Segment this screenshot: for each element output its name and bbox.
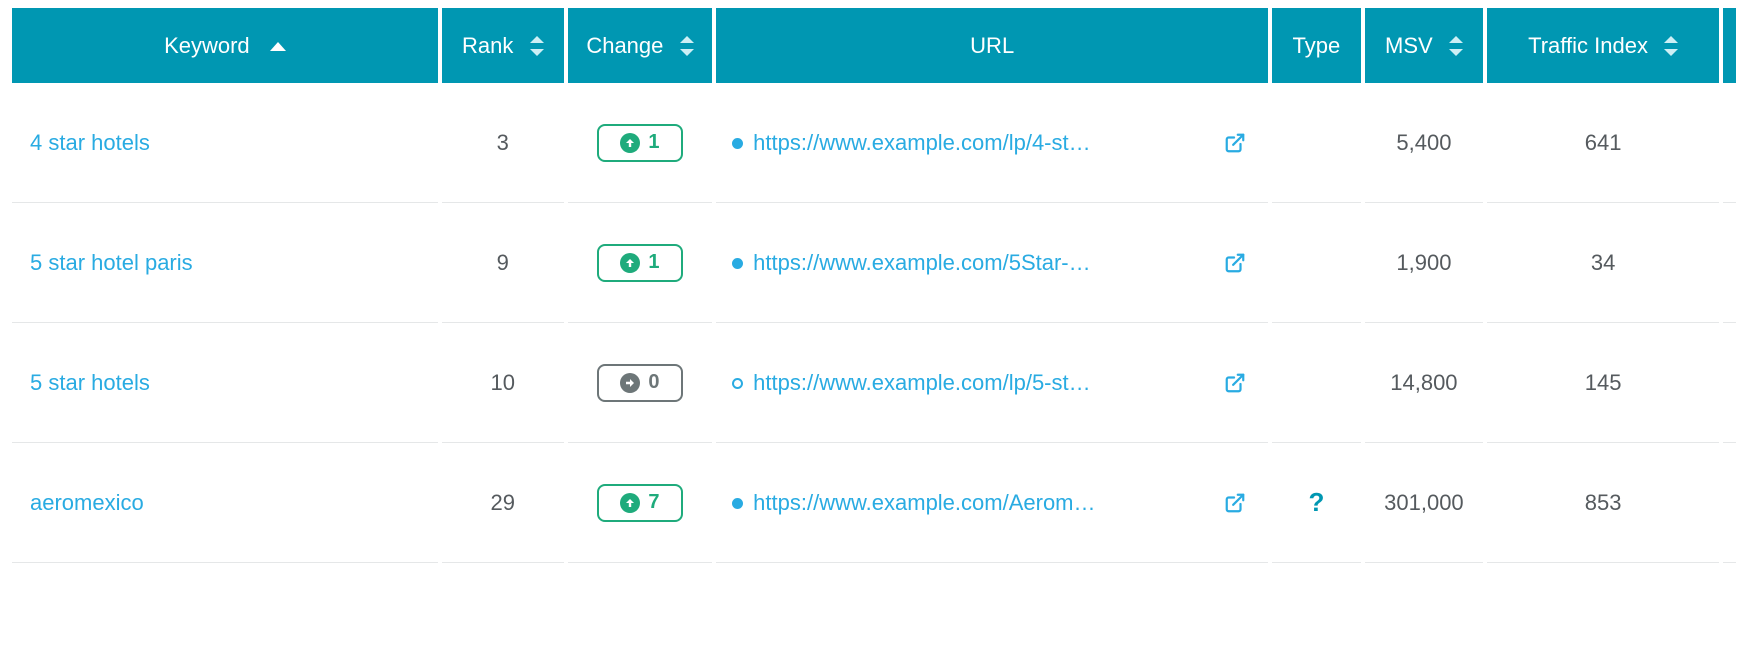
col-header-traffic[interactable]: Traffic Index	[1487, 8, 1719, 83]
col-label: Change	[586, 33, 663, 59]
sort-asc-icon	[270, 42, 286, 51]
cell-type	[1272, 203, 1360, 323]
col-header-type[interactable]: Type	[1272, 8, 1360, 83]
col-header-msv[interactable]: MSV	[1365, 8, 1484, 83]
url-bullet-icon	[732, 498, 743, 509]
external-link-icon[interactable]	[1224, 492, 1246, 514]
external-link-icon[interactable]	[1224, 372, 1246, 394]
cell-change: 1	[568, 83, 712, 203]
cell-url: https://www.example.com/lp/5-st…	[716, 323, 1268, 443]
cell-msv: 14,800	[1365, 323, 1484, 443]
cell-url: https://www.example.com/5Star-…	[716, 203, 1268, 323]
sort-icon	[1664, 38, 1678, 54]
cell-traffic: 641	[1487, 83, 1719, 203]
change-pill: 0	[597, 364, 683, 402]
table-row: aeromexico 29 7 https://www.example.com/Aer…	[12, 443, 1736, 563]
col-label: URL	[970, 33, 1014, 59]
cell-traffic: 34	[1487, 203, 1719, 323]
table-row: 4 star hotels 3 1 https://www.example.com/l…	[12, 83, 1736, 203]
cell-change: 7	[568, 443, 712, 563]
cell-rank: 9	[442, 203, 564, 323]
change-value: 0	[648, 371, 659, 394]
url-bullet-icon	[732, 378, 743, 389]
cell-url: https://www.example.com/lp/4-st…	[716, 83, 1268, 203]
cell-spacer	[1723, 443, 1736, 563]
cell-change: 0	[568, 323, 712, 443]
table-row: 5 star hotel paris 9 1 https://www.example.…	[12, 203, 1736, 323]
col-label: Type	[1293, 33, 1341, 59]
keyword-link[interactable]: 4 star hotels	[30, 130, 150, 155]
cell-keyword: aeromexico	[12, 443, 438, 563]
col-label: Rank	[462, 33, 513, 59]
cell-url: https://www.example.com/Aerom…	[716, 443, 1268, 563]
cell-type	[1272, 83, 1360, 203]
change-pill: 1	[597, 244, 683, 282]
url-link[interactable]: https://www.example.com/lp/4-st…	[753, 130, 1090, 155]
url-bullet-icon	[732, 258, 743, 269]
external-link-icon[interactable]	[1224, 132, 1246, 154]
sort-icon	[680, 38, 694, 54]
cell-msv: 301,000	[1365, 443, 1484, 563]
keyword-link[interactable]: 5 star hotels	[30, 370, 150, 395]
rank-table: Keyword Rank Change URL Type MSV	[8, 8, 1740, 563]
cell-change: 1	[568, 203, 712, 323]
col-header-rank[interactable]: Rank	[442, 8, 564, 83]
cell-spacer	[1723, 203, 1736, 323]
change-pill: 1	[597, 124, 683, 162]
arrow-up-icon	[620, 253, 640, 273]
col-label: Keyword	[164, 33, 250, 59]
cell-traffic: 853	[1487, 443, 1719, 563]
cell-rank: 29	[442, 443, 564, 563]
cell-spacer	[1723, 323, 1736, 443]
keyword-link[interactable]: aeromexico	[30, 490, 144, 515]
cell-keyword: 5 star hotel paris	[12, 203, 438, 323]
url-link[interactable]: https://www.example.com/lp/5-st…	[753, 370, 1090, 395]
change-value: 1	[648, 251, 659, 274]
change-pill: 7	[597, 484, 683, 522]
cell-keyword: 4 star hotels	[12, 83, 438, 203]
cell-rank: 3	[442, 83, 564, 203]
arrow-right-icon	[620, 373, 640, 393]
keyword-link[interactable]: 5 star hotel paris	[30, 250, 193, 275]
sort-icon	[530, 38, 544, 54]
arrow-up-icon	[620, 493, 640, 513]
table-row: 5 star hotels 10 0 https://www.example.com/…	[12, 323, 1736, 443]
cell-keyword: 5 star hotels	[12, 323, 438, 443]
col-header-url[interactable]: URL	[716, 8, 1268, 83]
col-header-change[interactable]: Change	[568, 8, 712, 83]
external-link-icon[interactable]	[1224, 252, 1246, 274]
cell-type: ?	[1272, 443, 1360, 563]
cell-type	[1272, 323, 1360, 443]
url-link[interactable]: https://www.example.com/5Star-…	[753, 250, 1090, 275]
cell-msv: 1,900	[1365, 203, 1484, 323]
arrow-up-icon	[620, 133, 640, 153]
sort-icon	[1449, 38, 1463, 54]
cell-msv: 5,400	[1365, 83, 1484, 203]
cell-rank: 10	[442, 323, 564, 443]
url-bullet-icon	[732, 138, 743, 149]
col-header-keyword[interactable]: Keyword	[12, 8, 438, 83]
change-value: 1	[648, 131, 659, 154]
cell-spacer	[1723, 83, 1736, 203]
header-row: Keyword Rank Change URL Type MSV	[12, 8, 1736, 83]
col-label: MSV	[1385, 33, 1433, 59]
change-value: 7	[648, 491, 659, 514]
url-link[interactable]: https://www.example.com/Aerom…	[753, 490, 1095, 515]
cell-traffic: 145	[1487, 323, 1719, 443]
type-help-icon[interactable]: ?	[1308, 487, 1324, 517]
col-label: Traffic Index	[1528, 33, 1648, 59]
col-header-spacer	[1723, 8, 1736, 83]
